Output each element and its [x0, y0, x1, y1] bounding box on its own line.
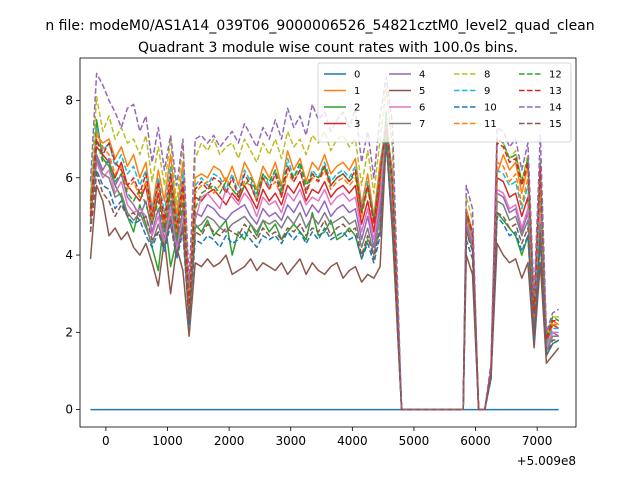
x-tick-label: 4000 — [337, 434, 368, 448]
y-tick-label: 6 — [65, 171, 73, 185]
x-tick-label: 6000 — [460, 434, 491, 448]
x-tick-label: 0 — [102, 434, 110, 448]
legend-label-10: 10 — [484, 103, 497, 114]
legend-label-2: 2 — [354, 103, 360, 114]
x-tick-label: 5000 — [399, 434, 430, 448]
legend-label-11: 11 — [484, 119, 497, 130]
legend-label-14: 14 — [549, 103, 562, 114]
x-tick-label: 7000 — [522, 434, 553, 448]
axes-frame — [79, 57, 577, 428]
legend-label-15: 15 — [549, 119, 562, 130]
x-offset-label: +5.009e8 — [517, 454, 576, 468]
chart-title: Quadrant 3 module wise count rates with … — [138, 40, 518, 56]
x-tick-label: 2000 — [214, 434, 245, 448]
legend-label-9: 9 — [484, 86, 490, 97]
legend-label-8: 8 — [484, 70, 490, 81]
legend-label-6: 6 — [419, 103, 425, 114]
x-tick-label: 3000 — [275, 434, 306, 448]
legend-label-12: 12 — [549, 70, 562, 81]
legend-box — [317, 62, 572, 143]
legend-label-5: 5 — [419, 86, 425, 97]
series-line-15 — [89, 142, 559, 411]
y-tick-label: 8 — [65, 94, 73, 108]
y-tick-label: 4 — [65, 248, 73, 262]
legend-label-3: 3 — [354, 119, 360, 130]
y-tick-label: 2 — [65, 325, 73, 339]
legend-label-7: 7 — [419, 119, 425, 130]
legend-label-0: 0 — [354, 70, 360, 81]
series-line-10 — [89, 138, 560, 411]
legend-label-4: 4 — [419, 70, 425, 81]
plot-area: 0 1000 2000 3000 4000 5000 6000 700002468012345… — [65, 57, 577, 448]
figure-suptitle: n file: modeM0/AS1A14_039T06_9000006526_… — [45, 18, 594, 34]
y-tick-label: 0 — [65, 403, 73, 417]
x-tick-label: 1000 — [152, 434, 183, 448]
legend-label-13: 13 — [549, 86, 562, 97]
legend-label-1: 1 — [354, 86, 360, 97]
